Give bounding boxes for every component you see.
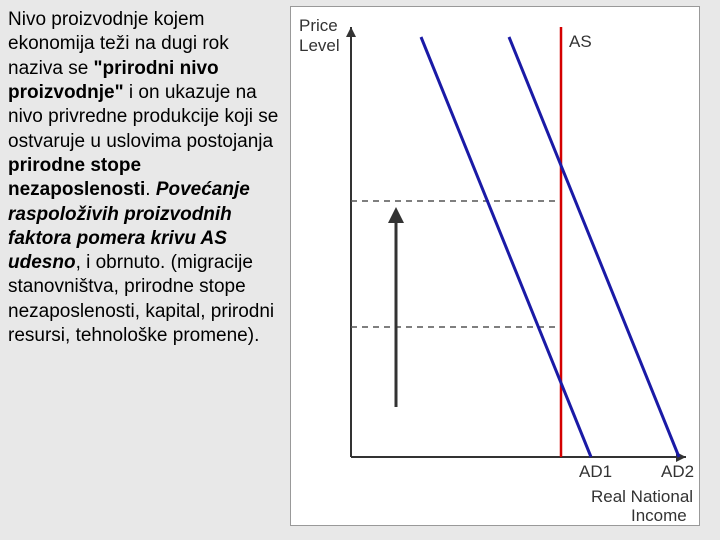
- as-ad-chart: AS AD1 AD2 PriceLevel Real NationalIncome: [290, 6, 700, 526]
- svg-text:AS: AS: [569, 32, 592, 51]
- chart-panel: AS AD1 AD2 PriceLevel Real NationalIncome: [290, 0, 720, 540]
- description-panel: Nivo proizvodnje kojem ekonomija teži na…: [0, 0, 290, 540]
- chart-svg: AS AD1 AD2 PriceLevel Real NationalIncome: [291, 7, 701, 527]
- svg-text:AD1: AD1: [579, 462, 612, 481]
- svg-text:Level: Level: [299, 36, 340, 55]
- svg-text:Real National: Real National: [591, 487, 693, 506]
- svg-text:Income: Income: [631, 506, 687, 525]
- svg-text:Price: Price: [299, 16, 338, 35]
- description-text: Nivo proizvodnje kojem ekonomija teži na…: [8, 8, 280, 348]
- bold-term: prirodne stope nezaposlenosti: [8, 155, 145, 200]
- svg-text:AD2: AD2: [661, 462, 694, 481]
- text-segment: .: [145, 179, 156, 200]
